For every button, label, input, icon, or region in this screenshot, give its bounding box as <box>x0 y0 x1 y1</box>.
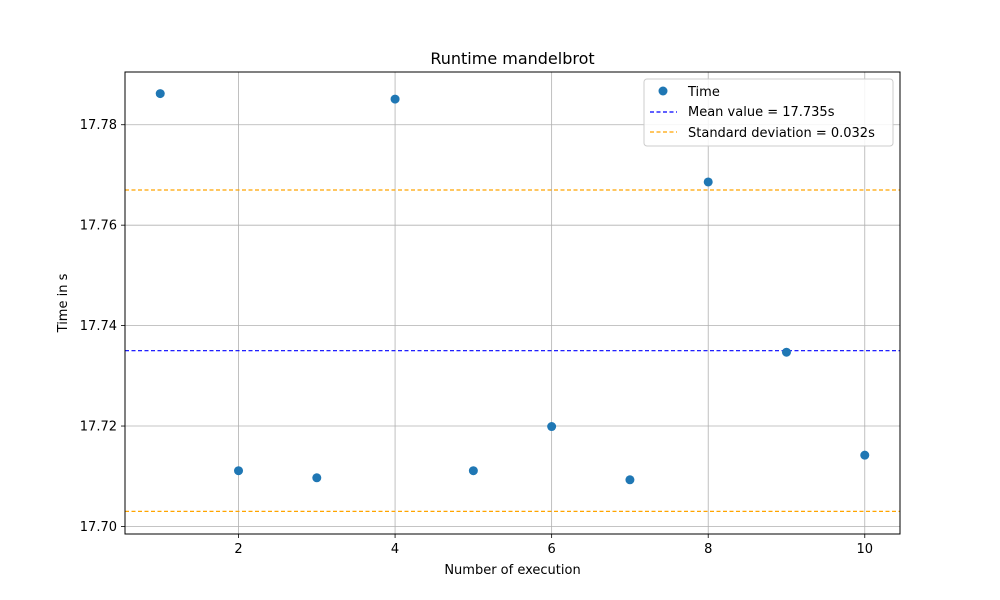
data-point <box>860 450 870 460</box>
legend-box <box>643 78 894 147</box>
y-tick-label: 17.74 <box>80 319 117 334</box>
x-axis-label: Number of execution <box>444 563 580 578</box>
y-tick-label: 17.70 <box>80 520 117 535</box>
x-tick-label: 6 <box>548 542 556 557</box>
legend: Time Mean value = 17.735s Standard devia… <box>643 78 894 147</box>
y-axis-label: Time in s <box>56 273 71 333</box>
data-point <box>625 475 635 485</box>
x-tick-label: 2 <box>234 542 242 557</box>
legend-label-time: Time <box>687 85 720 100</box>
chart-title: Runtime mandelbrot <box>430 49 594 68</box>
y-tick-label: 17.78 <box>80 118 117 133</box>
x-tick-label: 4 <box>391 542 399 557</box>
plot-frame <box>124 71 901 535</box>
reference-lines <box>125 189 900 513</box>
legend-label-mean: Mean value = 17.735s <box>688 105 835 120</box>
data-point <box>468 466 478 476</box>
y-tick-label: 17.76 <box>80 219 117 234</box>
data-point <box>234 466 244 476</box>
y-axis: 17.70 17.72 17.74 17.76 17.78 <box>80 118 125 535</box>
legend-label-std: Standard deviation = 0.032s <box>688 126 875 141</box>
x-tick-label: 10 <box>856 542 873 557</box>
data-point <box>312 473 322 483</box>
data-point <box>155 89 165 99</box>
data-point <box>390 94 400 104</box>
y-tick-label: 17.72 <box>80 420 117 435</box>
legend-marker-time <box>658 86 668 96</box>
data-point <box>703 177 713 187</box>
data-points <box>155 89 870 485</box>
x-tick-label: 8 <box>704 542 712 557</box>
x-axis: 2 4 6 8 10 <box>234 534 873 557</box>
data-point <box>781 347 791 357</box>
data-point <box>547 422 557 432</box>
